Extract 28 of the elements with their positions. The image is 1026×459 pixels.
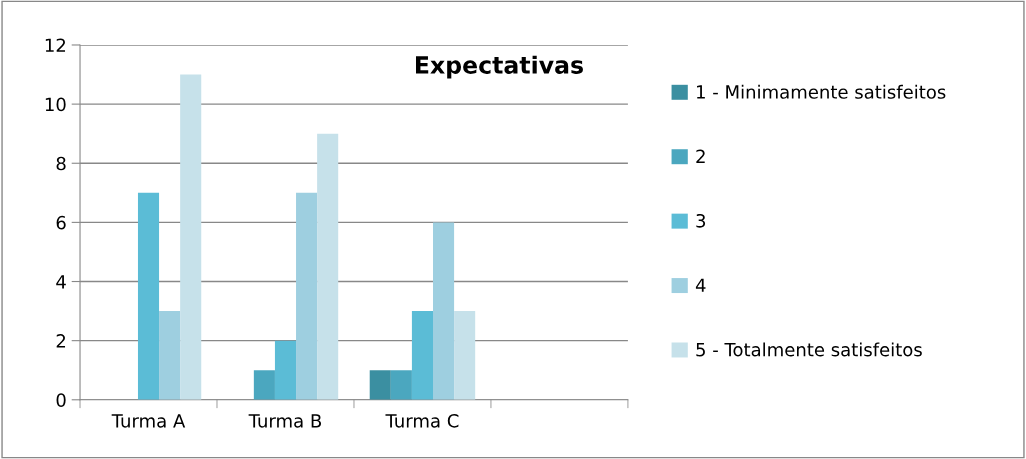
legend-label: 3 bbox=[696, 213, 706, 228]
bar bbox=[454, 311, 476, 400]
bar bbox=[253, 370, 275, 400]
legend-label: 1 - Minimamente satisfeitos bbox=[697, 84, 946, 99]
y-tick-label: 6 bbox=[56, 215, 66, 230]
chart-title: Expectativas bbox=[416, 55, 583, 79]
y-tick-label: 12 bbox=[45, 38, 66, 52]
bar bbox=[180, 74, 202, 400]
legend-label: 4 bbox=[695, 278, 706, 292]
bar bbox=[159, 311, 181, 400]
legend-label: 5 - Totalmente satisfeitos bbox=[696, 342, 922, 357]
bar bbox=[317, 133, 339, 400]
y-tick-label: 0 bbox=[56, 393, 66, 407]
bar bbox=[411, 311, 433, 400]
bar bbox=[433, 222, 455, 400]
bar bbox=[274, 340, 297, 400]
bar bbox=[137, 192, 160, 400]
y-tick-label: 10 bbox=[45, 97, 66, 112]
y-tick-label: 8 bbox=[56, 156, 66, 171]
y-tick-label: 2 bbox=[56, 334, 66, 348]
x-tick-label: Turma A bbox=[111, 414, 186, 428]
x-tick-label: Turma B bbox=[248, 414, 322, 428]
bar bbox=[390, 370, 412, 400]
bar bbox=[296, 192, 318, 400]
x-tick-label: Turma C bbox=[385, 414, 459, 428]
legend-label: 2 bbox=[696, 149, 705, 163]
y-tick-label: 4 bbox=[56, 275, 66, 289]
bar bbox=[369, 370, 391, 400]
